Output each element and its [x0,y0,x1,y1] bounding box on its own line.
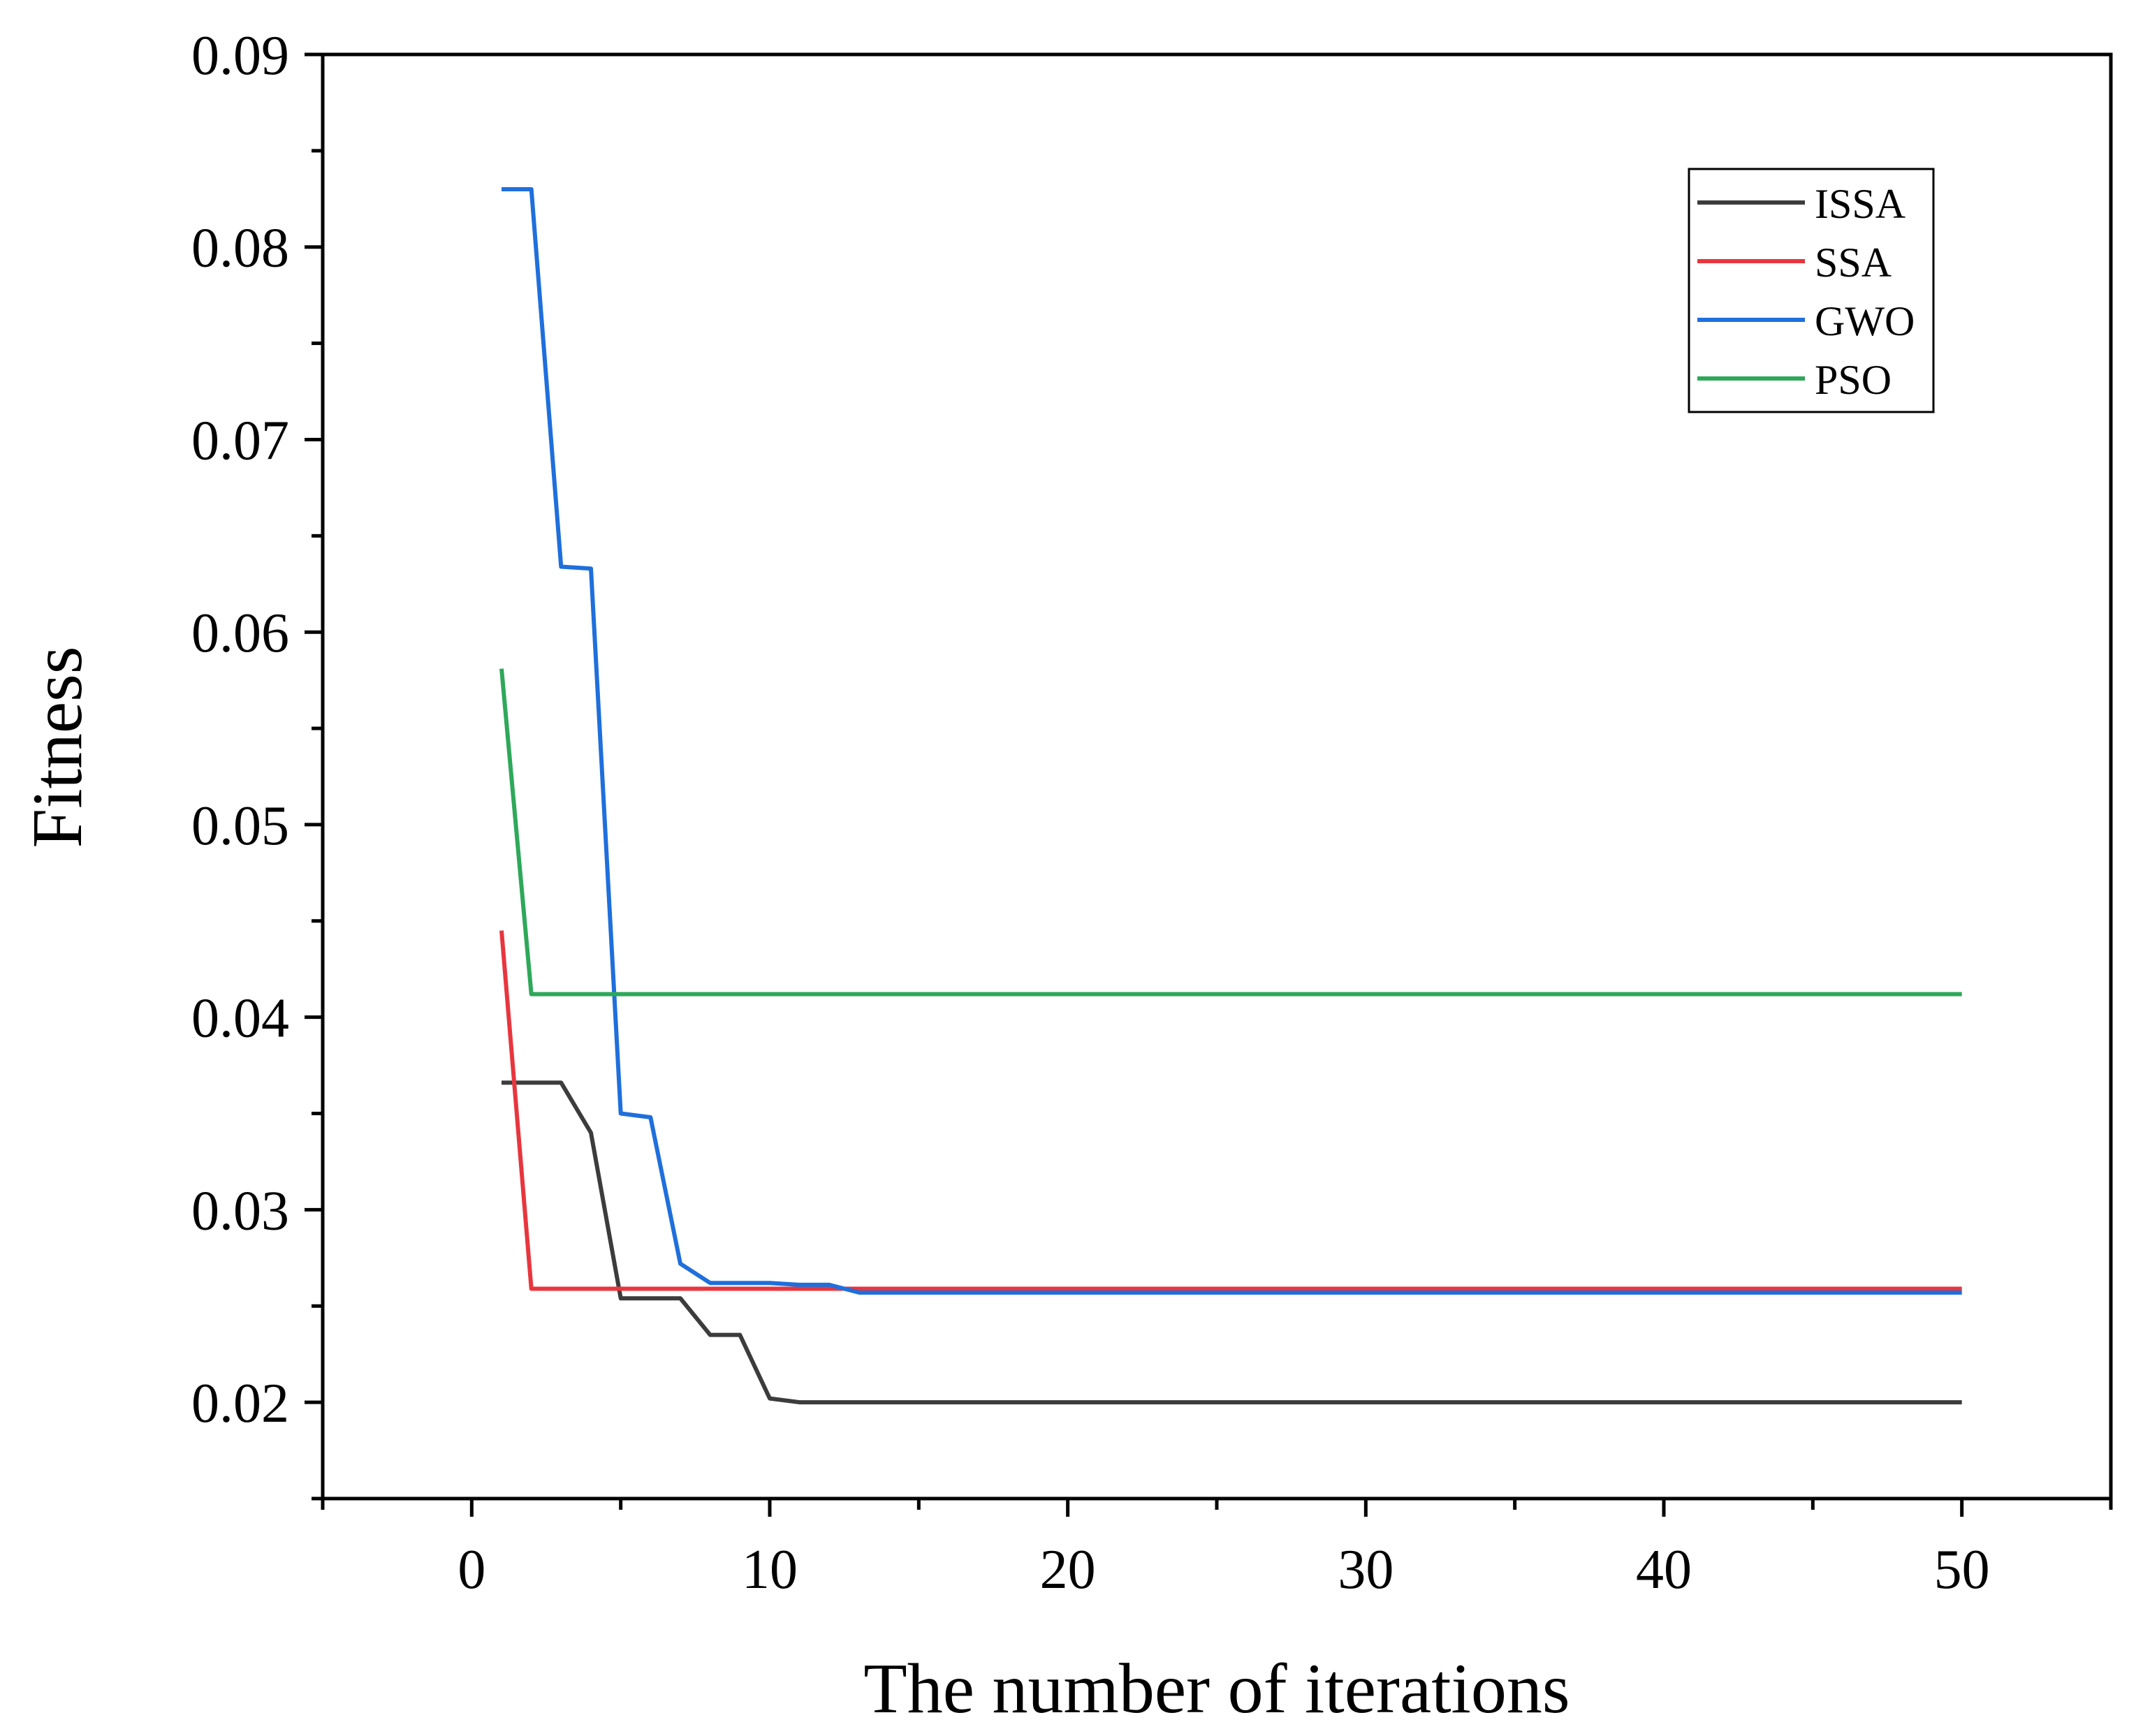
x-tick-label: 40 [1636,1539,1692,1601]
legend-label: GWO [1815,298,1915,344]
legend-label: SSA [1815,240,1892,286]
x-tick-label: 50 [1934,1539,1990,1601]
y-tick-label: 0.03 [191,1180,289,1242]
plot-lines [499,187,1962,1405]
y-tick-label: 0.02 [191,1373,289,1434]
y-axis: 0.02 0.03 0.04 0.05 0.06 0.07 0.08 0.09 [191,25,323,1501]
series-line-ssa [499,930,1962,1291]
y-axis-title: Fitness [18,646,97,848]
y-tick-label: 0.08 [191,218,289,279]
x-axis-title: The number of iterations [863,1649,1570,1728]
series-line-issa [502,1080,1962,1405]
y-tick-label: 0.09 [191,25,289,87]
legend: ISSA SSA GWO PSO [1688,168,1935,413]
legend-label: PSO [1815,357,1892,403]
series-line-gwo [502,187,1962,1295]
x-axis: 0 10 20 30 40 50 [321,1499,2113,1601]
y-tick-label: 0.06 [191,603,289,664]
y-tick-label: 0.04 [191,988,289,1050]
x-tick-label: 0 [458,1539,485,1601]
x-tick-label: 10 [742,1539,798,1601]
y-tick-label: 0.07 [191,410,289,471]
legend-box [1688,168,1935,413]
x-tick-label: 20 [1040,1539,1096,1601]
y-tick-label: 0.05 [191,795,289,857]
series-line-pso [499,668,1962,996]
x-tick-label: 30 [1338,1539,1393,1601]
legend-label: ISSA [1815,181,1905,227]
